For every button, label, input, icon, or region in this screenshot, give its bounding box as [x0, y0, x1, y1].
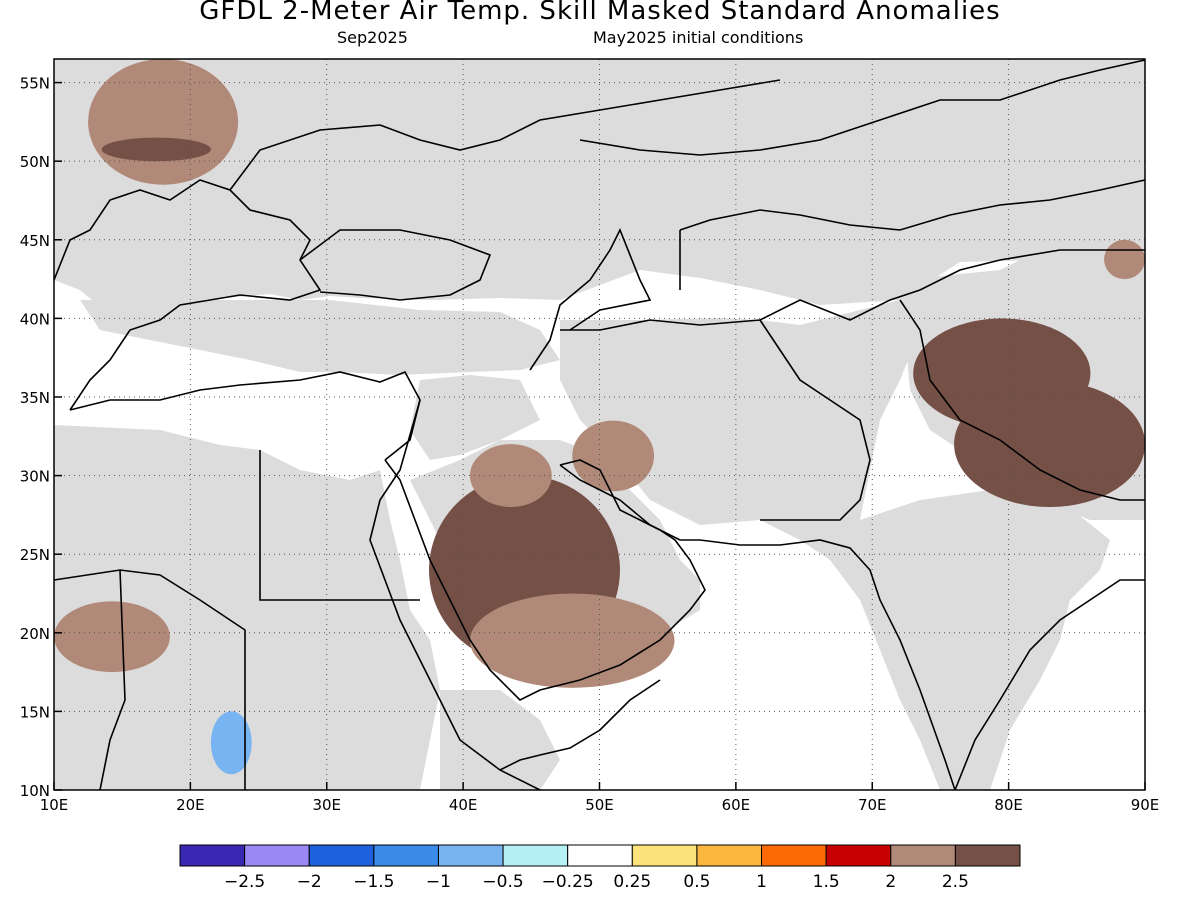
colorbar-swatch — [373, 844, 439, 867]
colorbar-swatch — [308, 844, 375, 867]
colorbar-swatch — [761, 844, 827, 867]
colorbar-swatch — [437, 844, 504, 867]
anomaly-region-6 — [572, 420, 655, 492]
colorbar-label: −1.5 — [353, 872, 394, 892]
colorbar-swatch — [502, 844, 569, 867]
colorbar-label: −0.5 — [482, 872, 523, 892]
colorbar-swatch — [244, 844, 310, 867]
axis-ticks: 10E 20E 30E 40E 50E 60E 70E 80E 90E 10N 15N 20N 25N 3… — [20, 75, 1160, 814]
color-legend: −2.5 −2 −1.5 −1 −0.5 −0.25 0.25 0.5 1 1.5 2 2.5 — [179, 844, 1021, 892]
lat-tick-label: 15N — [20, 703, 50, 721]
colorbar-swatch — [825, 844, 892, 867]
colorbar-swatch — [631, 844, 698, 867]
anomaly-region-3 — [469, 444, 552, 508]
coastlines-borders — [54, 59, 1145, 790]
lat-tick-label: 10N — [20, 782, 50, 800]
colorbar-label: −0.25 — [542, 872, 594, 892]
valid-month-label: Sep2025 — [337, 28, 408, 47]
lat-tick-label: 45N — [20, 232, 50, 250]
lat-tick-label: 30N — [20, 468, 50, 486]
colorbar-swatch — [179, 844, 246, 867]
colorbar-label: 1.5 — [813, 872, 840, 892]
map-title: GFDL 2-Meter Air Temp. Skill Masked Stan… — [199, 0, 1001, 26]
lon-tick-label: 40E — [449, 796, 478, 814]
lon-tick-label: 90E — [1131, 796, 1160, 814]
lon-tick-label: 10E — [40, 796, 69, 814]
lat-tick-label: 40N — [20, 310, 50, 328]
anomaly-region-8 — [913, 318, 1091, 429]
lat-lon-gridlines — [54, 59, 1145, 790]
lon-tick-label: 30E — [312, 796, 341, 814]
lon-tick-label: 20E — [176, 796, 205, 814]
anomaly-region-10 — [210, 711, 252, 775]
lat-tick-label: 25N — [20, 546, 50, 564]
colorbar-swatch — [954, 844, 1021, 867]
colorbar-label: 2.5 — [942, 872, 969, 892]
anomaly-region-5 — [54, 601, 170, 673]
lat-tick-label: 20N — [20, 625, 50, 643]
lon-tick-label: 70E — [858, 796, 887, 814]
init-conditions-label: May2025 initial conditions — [593, 28, 804, 47]
anomaly-region-9 — [1104, 239, 1145, 280]
colorbar-label: −2.5 — [224, 872, 265, 892]
colorbar-label: −2 — [297, 872, 322, 892]
lat-tick-label: 55N — [20, 75, 50, 93]
colorbar-swatch — [567, 844, 633, 867]
colorbar-swatch — [890, 844, 956, 867]
colorbar-label: −1 — [426, 872, 451, 892]
colorbar-label: 0.5 — [683, 872, 710, 892]
anomaly-region-1 — [101, 137, 211, 162]
colorbar-label: 1 — [756, 872, 767, 892]
skill-masked-land — [54, 59, 1145, 790]
colorbar-label: 2 — [885, 872, 896, 892]
lat-tick-label: 50N — [20, 153, 50, 171]
lon-tick-label: 80E — [994, 796, 1023, 814]
colorbar-swatch — [696, 844, 763, 867]
anomaly-region-4 — [469, 593, 675, 688]
colorbar-label: 0.25 — [613, 872, 651, 892]
anomaly-region-0 — [88, 59, 239, 185]
lon-tick-label: 60E — [722, 796, 751, 814]
lon-tick-label: 50E — [585, 796, 614, 814]
lat-tick-label: 35N — [20, 389, 50, 407]
